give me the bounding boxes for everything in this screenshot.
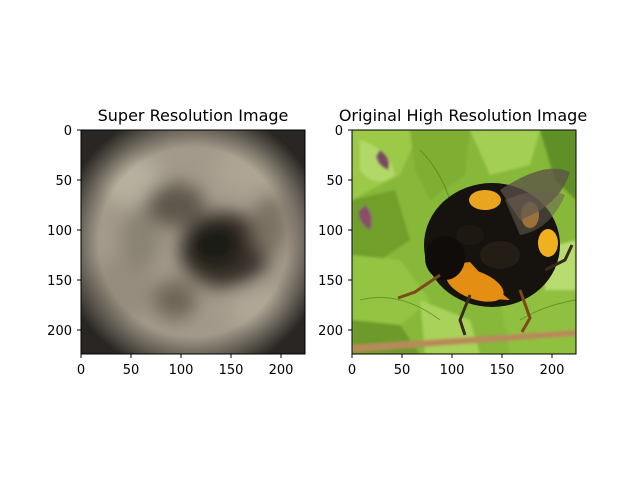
y-ticks: 0 50 100 150 200 xyxy=(318,124,352,339)
axes-original-high-resolution: Original High Resolution Image xyxy=(318,106,587,378)
bee xyxy=(397,168,574,336)
y-tick-label: 200 xyxy=(47,324,72,339)
super-resolution-image xyxy=(81,130,305,354)
axes-super-resolution: Super Resolution Image xyxy=(47,106,306,378)
x-tick-label: 0 xyxy=(77,363,85,378)
y-tick-label: 0 xyxy=(64,124,72,139)
x-tick-label: 100 xyxy=(169,363,194,378)
x-tick-label: 200 xyxy=(269,363,294,378)
x-ticks: 0 50 100 150 200 xyxy=(348,354,565,378)
x-tick-label: 50 xyxy=(394,363,411,378)
x-tick-label: 0 xyxy=(348,363,356,378)
y-tick-label: 50 xyxy=(326,174,343,189)
y-tick-label: 100 xyxy=(47,224,72,239)
x-tick-label: 150 xyxy=(219,363,244,378)
axes-title: Original High Resolution Image xyxy=(339,106,587,125)
axes-title: Super Resolution Image xyxy=(98,106,289,125)
y-tick-label: 100 xyxy=(318,224,343,239)
x-ticks: 0 50 100 150 200 xyxy=(77,354,294,378)
x-tick-label: 50 xyxy=(123,363,140,378)
y-tick-label: 150 xyxy=(318,274,343,289)
axes-frame xyxy=(351,129,577,355)
y-tick-label: 200 xyxy=(318,324,343,339)
y-ticks: 0 50 100 150 200 xyxy=(47,124,81,339)
x-tick-label: 150 xyxy=(490,363,515,378)
x-tick-label: 100 xyxy=(440,363,465,378)
x-tick-label: 200 xyxy=(540,363,565,378)
y-tick-label: 50 xyxy=(55,174,72,189)
bumblebee-photo xyxy=(352,130,576,354)
y-tick-label: 0 xyxy=(335,124,343,139)
axes-frame xyxy=(80,129,306,355)
y-tick-label: 150 xyxy=(47,274,72,289)
